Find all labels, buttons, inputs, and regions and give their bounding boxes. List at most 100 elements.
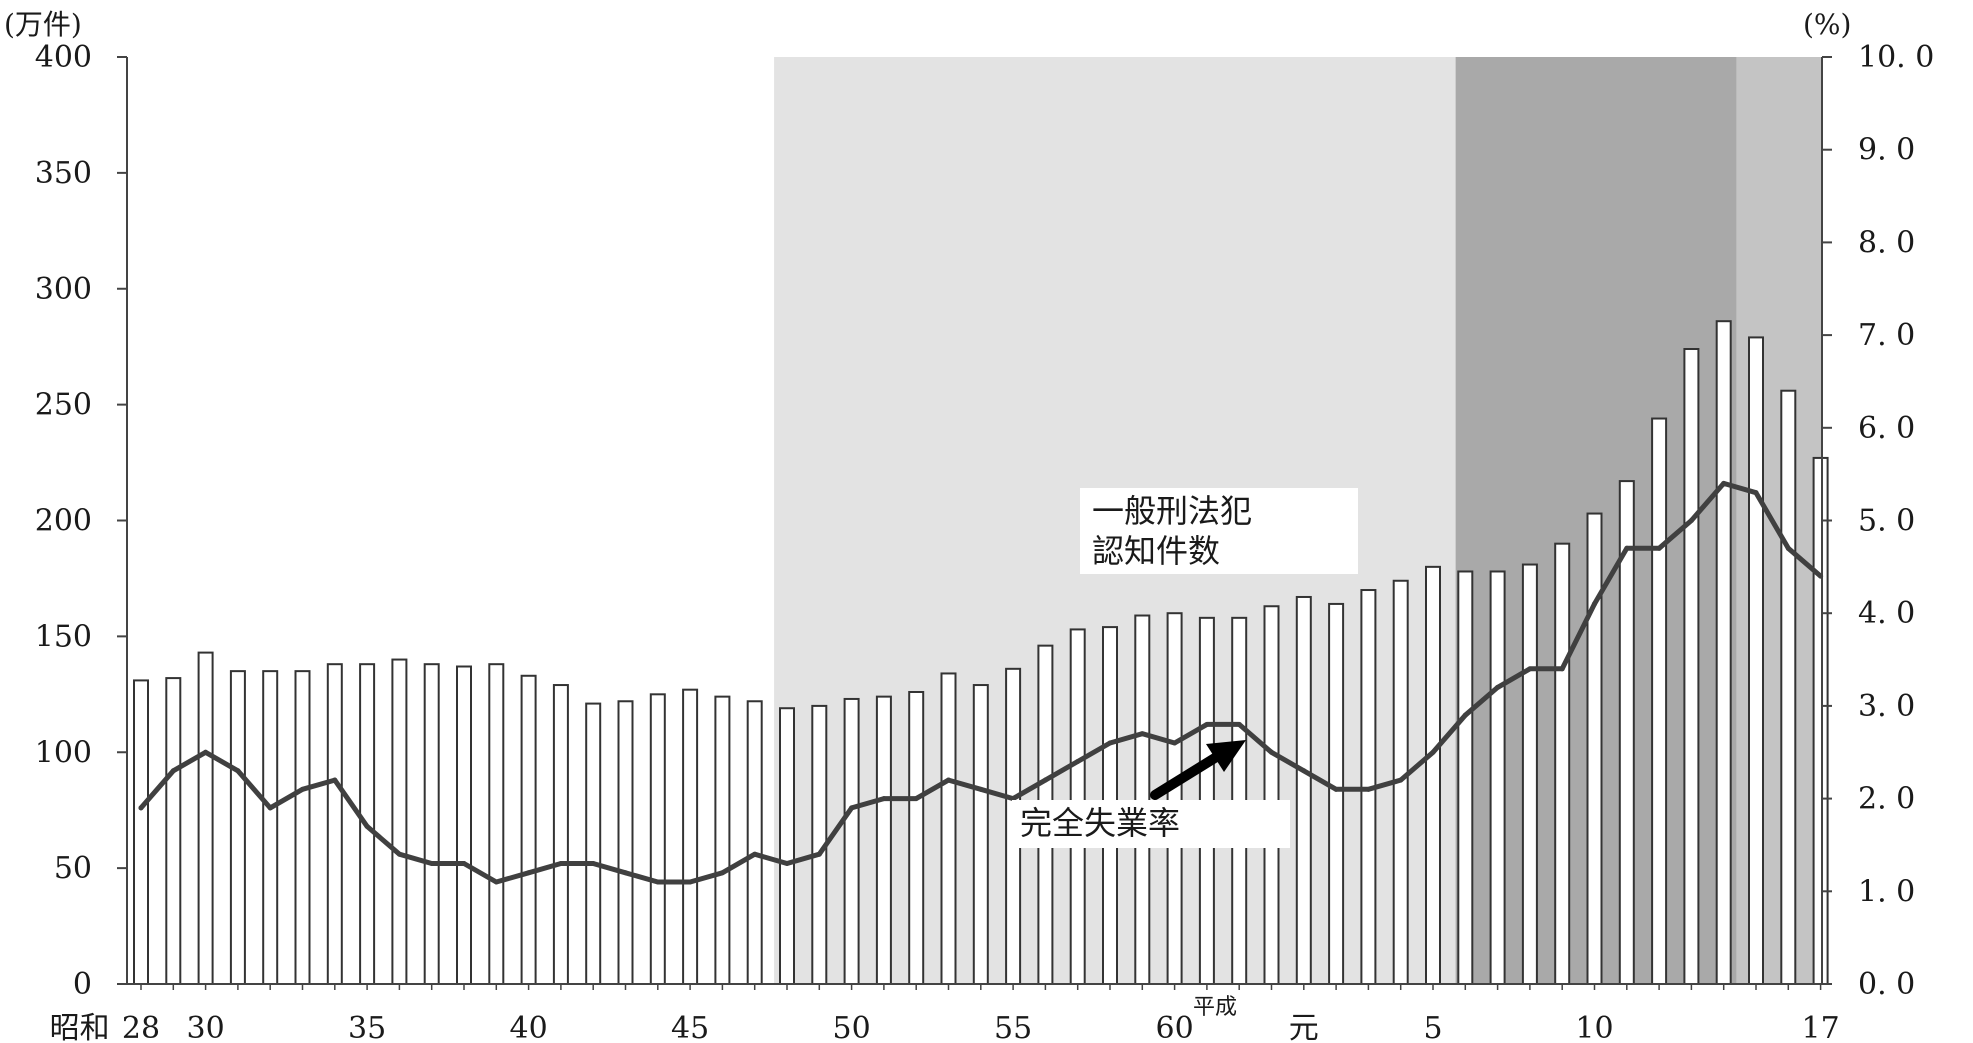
x-axis-label: 平成 — [1193, 995, 1237, 1020]
line-point — [1333, 786, 1339, 792]
line-point — [1430, 749, 1436, 755]
left-axis-tick-label: 100 — [35, 735, 92, 770]
bar-series-label-line-1: 一般刑法犯 — [1092, 492, 1252, 530]
x-axis-label: 28 — [122, 1011, 160, 1043]
line-point — [396, 851, 402, 857]
right-axis-tick-label: 8. 0 — [1858, 225, 1915, 260]
line-point — [1107, 740, 1113, 746]
line-point — [913, 796, 919, 802]
right-axis-tick-label: 6. 0 — [1858, 411, 1915, 446]
line-point — [1624, 545, 1630, 551]
annotation-arrow-head — [1206, 740, 1246, 772]
x-axis-label: 17 — [1802, 1011, 1840, 1043]
line-point — [655, 879, 661, 885]
line-point — [1753, 490, 1759, 496]
bar — [682, 688, 699, 985]
bar — [746, 700, 763, 985]
line-point — [816, 851, 822, 857]
x-axis-label: 55 — [994, 1011, 1032, 1043]
left-axis-tick-label: 300 — [35, 272, 92, 307]
line-point — [1042, 777, 1048, 783]
bar-series-label-line-2: 認知件数 — [1092, 532, 1220, 570]
line-point — [558, 860, 564, 866]
line-point — [300, 786, 305, 792]
bar — [1521, 563, 1538, 985]
line-point — [493, 879, 499, 885]
line-point — [1592, 601, 1597, 607]
line-point — [1721, 480, 1727, 486]
bar — [649, 693, 666, 985]
bar — [940, 672, 957, 986]
line-point — [590, 860, 596, 866]
line-point — [1785, 545, 1791, 551]
bar — [779, 707, 795, 986]
line-point — [1269, 749, 1274, 755]
right-axis-tick-label: 7. 0 — [1858, 318, 1915, 353]
left-axis-tick-label: 0 — [73, 967, 92, 1002]
line-point — [1656, 545, 1662, 551]
left-axis-tick-label: 50 — [54, 851, 92, 886]
line-point — [1462, 712, 1468, 718]
bar — [423, 663, 440, 985]
line-point — [429, 860, 435, 866]
bar — [1489, 570, 1506, 985]
line-point — [138, 805, 144, 811]
right-axis-tick-label: 3. 0 — [1858, 689, 1915, 724]
left-axis-unit: (万件) — [4, 8, 82, 41]
line-point — [946, 777, 951, 783]
bar — [456, 665, 472, 985]
bar-series-label-box: 一般刑法犯 認知件数 — [1080, 488, 1358, 574]
line-point — [332, 777, 338, 783]
line-point — [1559, 666, 1565, 672]
bar — [520, 674, 537, 986]
bar — [552, 684, 569, 985]
bar — [1748, 336, 1764, 986]
bar — [1425, 565, 1441, 985]
bar — [1295, 595, 1312, 985]
line-point — [881, 796, 887, 802]
bar — [714, 695, 731, 985]
x-axis-label: 45 — [671, 1011, 709, 1043]
line-point — [1688, 518, 1694, 523]
bar — [617, 700, 634, 985]
bar — [1457, 570, 1474, 985]
line-series-label: 完全失業率 — [1020, 804, 1180, 842]
x-axis-label: 35 — [348, 1011, 386, 1043]
line-point — [1398, 777, 1404, 783]
annotation-arrow — [1150, 740, 1246, 800]
left-axis-tick-label: 400 — [35, 40, 92, 75]
line-point — [267, 805, 273, 811]
line-point — [1527, 666, 1533, 672]
bar — [262, 670, 279, 985]
left-axis-tick-label: 250 — [35, 388, 92, 423]
bar — [908, 690, 925, 985]
bar — [843, 697, 860, 985]
bar — [1715, 320, 1732, 985]
line-point — [978, 786, 984, 792]
bar — [1166, 612, 1183, 985]
bar — [488, 663, 505, 985]
line-point — [364, 823, 370, 829]
bar — [391, 658, 408, 985]
line-point — [687, 879, 693, 885]
bar — [585, 702, 602, 986]
line-point — [1010, 796, 1016, 802]
x-axis-label: 30 — [187, 1011, 225, 1043]
right-axis-tick-label: 1. 0 — [1858, 874, 1915, 909]
bar — [875, 695, 892, 985]
bar — [133, 679, 149, 985]
right-axis-tick-label: 0. 0 — [1858, 967, 1915, 1002]
line-point — [170, 768, 176, 774]
line-point — [849, 805, 855, 811]
line-point — [719, 870, 725, 876]
bar — [1586, 512, 1603, 985]
line-point — [526, 870, 532, 876]
line-point — [752, 851, 758, 857]
line-point — [784, 860, 790, 866]
bar — [165, 677, 182, 986]
bar — [326, 663, 343, 985]
bar — [1554, 542, 1571, 985]
line-series-label-background — [1012, 800, 1290, 848]
